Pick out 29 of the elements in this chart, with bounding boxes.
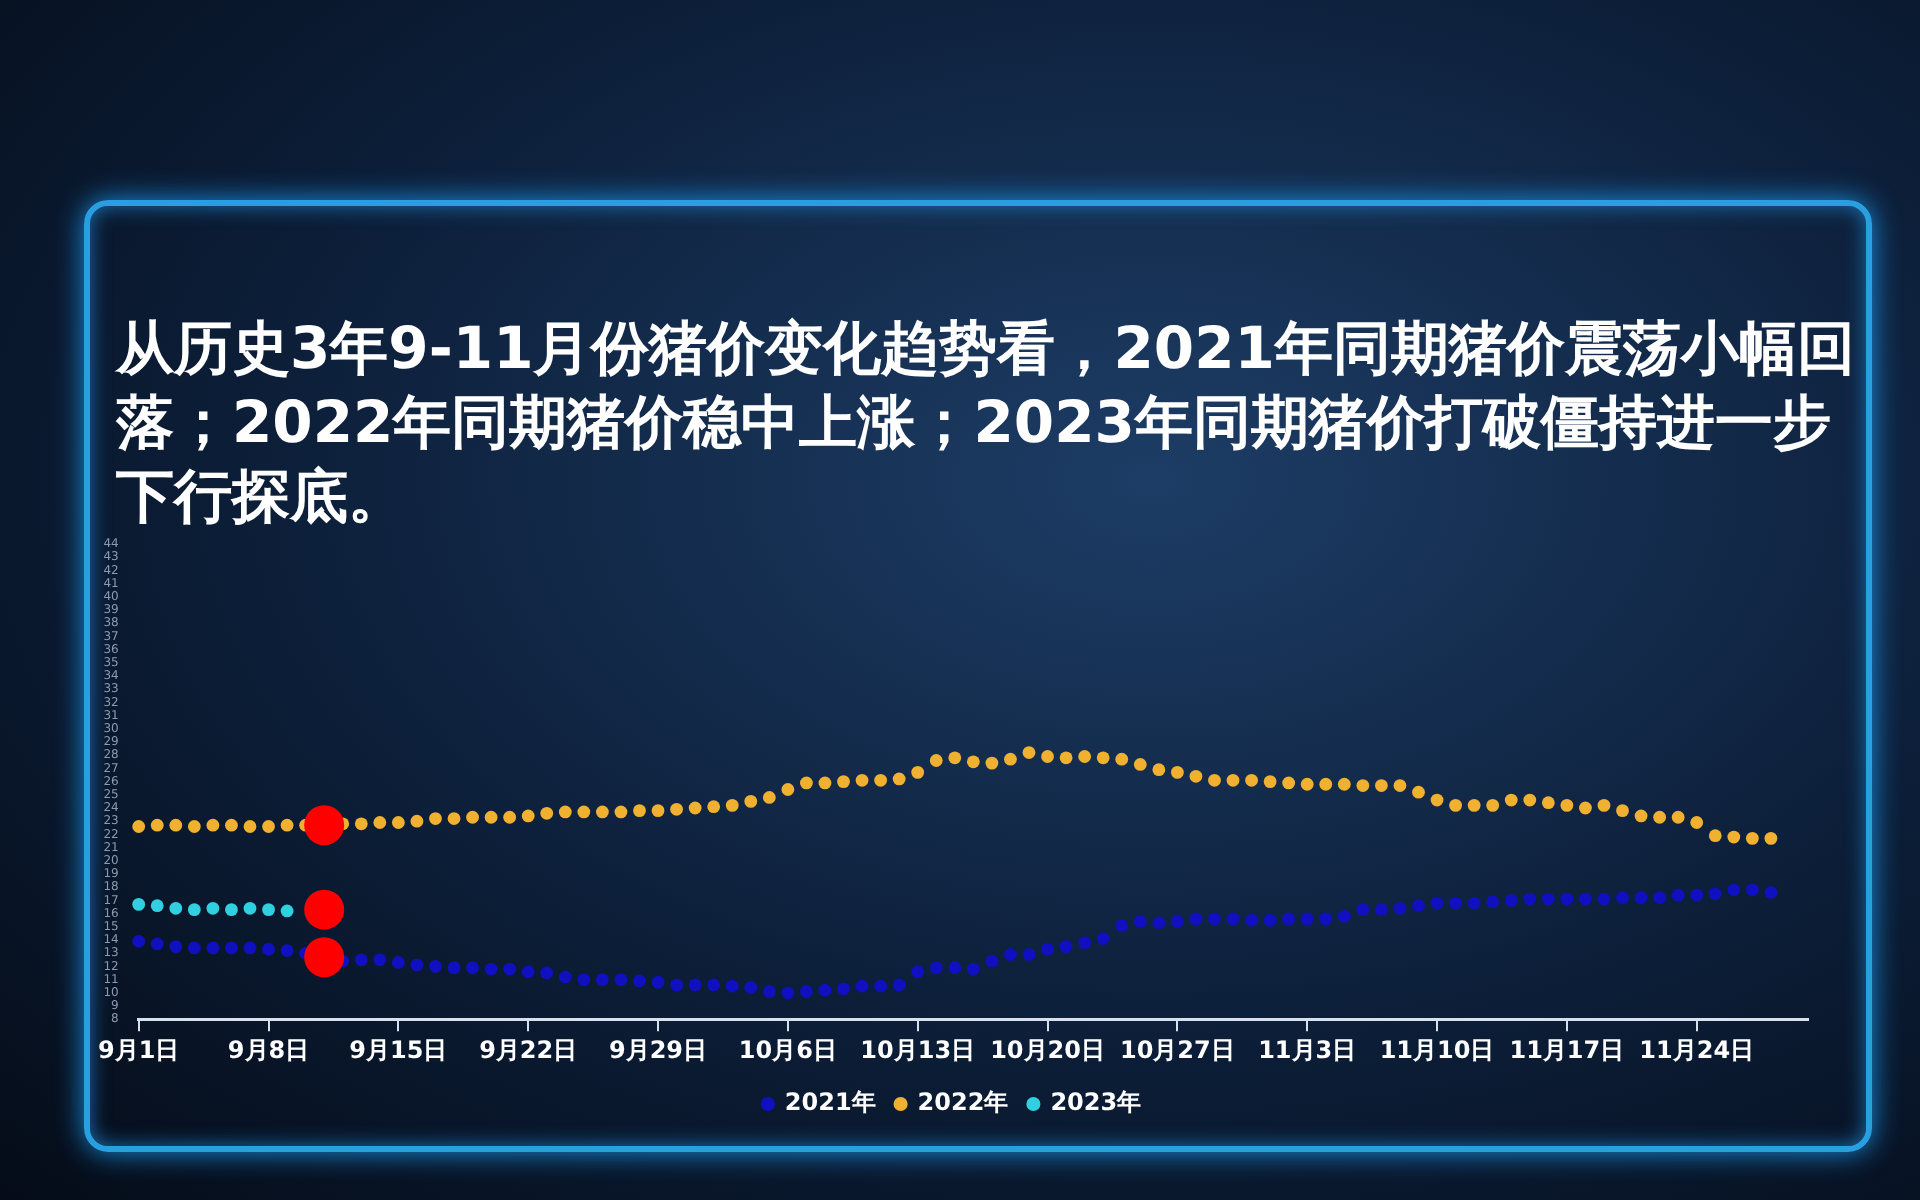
point bbox=[243, 901, 257, 915]
point bbox=[225, 903, 238, 917]
point bbox=[304, 937, 345, 978]
x-tick-label: 9月29日 bbox=[608, 1035, 708, 1064]
point bbox=[169, 901, 183, 915]
x-tick-label: 10月6日 bbox=[738, 1035, 837, 1064]
x-tick-label: 10月13日 bbox=[860, 1035, 976, 1064]
point bbox=[304, 889, 345, 930]
x-tick-label: 10月20日 bbox=[990, 1035, 1105, 1064]
point bbox=[187, 903, 201, 917]
point bbox=[304, 805, 345, 846]
legend-label: 2023年 bbox=[1050, 1088, 1142, 1117]
x-tick-label: 11月10日 bbox=[1379, 1035, 1495, 1064]
legend-label: 2022年 bbox=[917, 1088, 1009, 1117]
x-tick-label: 11月3日 bbox=[1258, 1035, 1357, 1064]
x-tick-label: 11月17日 bbox=[1509, 1035, 1625, 1064]
x-tick-label: 10月27日 bbox=[1119, 1035, 1235, 1064]
chart-title: 从历史3年9-11月份猪价变化趋势看，2021年同期猪价震荡小幅回落；2022年同期猪价稳中上涨；2023年同期猪价打破僵持进一步下行探底。 bbox=[116, 312, 1856, 534]
point bbox=[262, 903, 275, 917]
point bbox=[280, 904, 294, 918]
point bbox=[132, 897, 146, 911]
x-tick-label: 11月24日 bbox=[1639, 1035, 1755, 1064]
x-tick-label: 9月22日 bbox=[479, 1035, 578, 1064]
x-tick-label: 9月8日 bbox=[227, 1035, 310, 1064]
point bbox=[206, 901, 220, 915]
x-tick-label: 9月15日 bbox=[349, 1035, 448, 1064]
x-tick-label: 9月1日 bbox=[98, 1035, 180, 1064]
point bbox=[150, 899, 164, 913]
legend-label: 2021年 bbox=[784, 1088, 876, 1117]
